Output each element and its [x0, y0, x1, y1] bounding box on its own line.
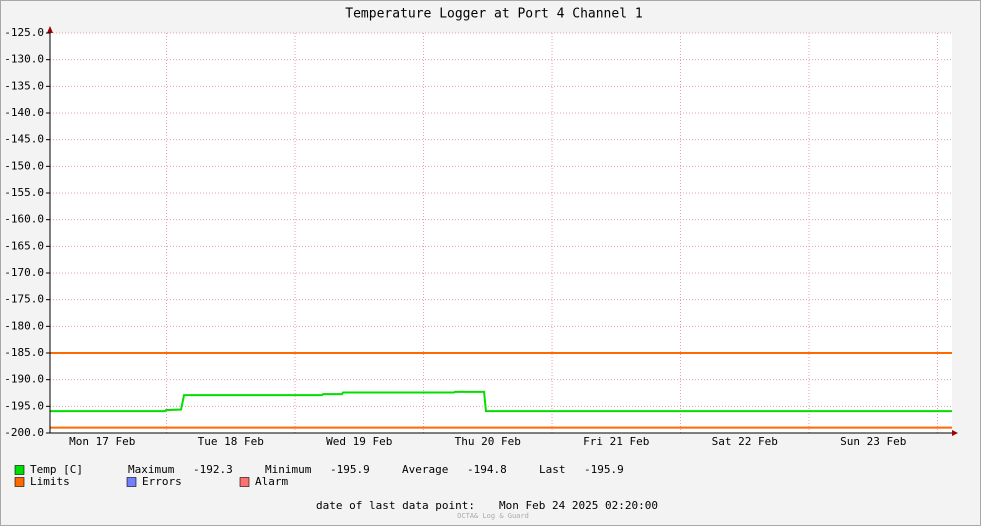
- y-tick-label: -165.0: [4, 239, 44, 252]
- y-tick-label: -140.0: [4, 106, 44, 119]
- plot-area: [50, 33, 952, 433]
- x-tick-label: Wed 19 Feb: [326, 435, 392, 448]
- x-tick-label: Sun 23 Feb: [840, 435, 906, 448]
- stat-value: -194.8: [467, 463, 507, 476]
- legend-swatch: [14, 465, 25, 475]
- x-tick-label: Mon 17 Feb: [69, 435, 135, 448]
- legend-swatch: [14, 477, 25, 487]
- y-tick-label: -185.0: [4, 346, 44, 359]
- x-tick-label: Sat 22 Feb: [712, 435, 778, 448]
- y-tick-label: -200.0: [4, 426, 44, 439]
- y-tick-label: -160.0: [4, 213, 44, 226]
- grid: [50, 32, 952, 434]
- footer-label: date of last data point:: [316, 499, 475, 512]
- y-tick-label: -190.0: [4, 373, 44, 386]
- y-tick-label: -135.0: [4, 79, 44, 92]
- y-tick-label: -155.0: [4, 186, 44, 199]
- y-tick-label: -180.0: [4, 319, 44, 332]
- y-tick-label: -150.0: [4, 159, 44, 172]
- y-axis-arrow: [47, 26, 53, 33]
- x-tick-label: Tue 18 Feb: [198, 435, 264, 448]
- x-tick-label: Fri 21 Feb: [583, 435, 649, 448]
- y-tick-label: -175.0: [4, 293, 44, 306]
- y-tick-label: -195.0: [4, 399, 44, 412]
- stat-label: Minimum: [265, 463, 312, 476]
- x-tick-label: Thu 20 Feb: [455, 435, 521, 448]
- labels: -200.0 -195.0 -190.0 -185.0 -180.0 -175.0 -170…: [4, 26, 906, 488]
- x-axis-arrow: [952, 430, 958, 436]
- stat-label: Average: [402, 463, 448, 476]
- legend-swatch: [239, 477, 250, 487]
- legend-label: Limits: [30, 475, 70, 488]
- stat-label: Maximum: [128, 463, 175, 476]
- watermark: OCTA& Log & Guard: [457, 512, 529, 520]
- footer-value: Mon Feb 24 2025 02:20:00: [499, 499, 658, 512]
- stat-label: Last: [539, 463, 566, 476]
- legend-swatch: [126, 477, 137, 487]
- stat-value: -192.3: [193, 463, 233, 476]
- legend-label: Alarm: [255, 475, 288, 488]
- series-line: [50, 390, 952, 413]
- y-tick-label: -125.0: [4, 26, 44, 39]
- chart-title: Temperature Logger at Port 4 Channel 1: [345, 7, 642, 22]
- y-tick-label: -130.0: [4, 53, 44, 66]
- legend-label: Temp [C]: [30, 463, 83, 476]
- y-tick-label: -170.0: [4, 266, 44, 279]
- y-tick-label: -145.0: [4, 133, 44, 146]
- legend-label: Errors: [142, 475, 182, 488]
- stat-value: -195.9: [330, 463, 370, 476]
- stat-value: -195.9: [584, 463, 624, 476]
- marks: [50, 352, 952, 429]
